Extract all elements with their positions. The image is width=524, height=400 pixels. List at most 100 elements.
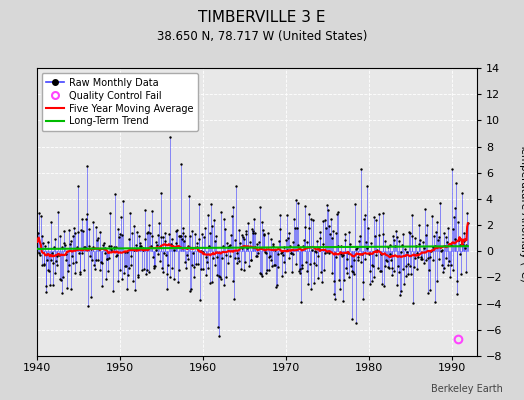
Point (445, 258, 453, 264)
Point (200, 234, 209, 240)
Point (452, 180, 460, 186)
Point (259, 231, 268, 237)
Point (440, 265, 449, 272)
Point (347, 268, 356, 274)
Point (82, 163, 91, 169)
Point (39, 240, 47, 246)
Point (165, 231, 173, 237)
Point (154, 251, 162, 258)
Point (266, 236, 275, 242)
Point (378, 281, 386, 287)
Point (133, 229, 141, 235)
Point (91, 266, 99, 272)
Point (115, 230, 124, 237)
Point (117, 275, 126, 282)
Point (280, 244, 289, 251)
Point (92, 224, 101, 231)
Point (108, 287, 117, 294)
Point (449, 225, 457, 232)
Point (114, 226, 123, 232)
Point (447, 242, 455, 248)
Point (248, 226, 256, 232)
Point (144, 228, 152, 235)
Point (228, 278, 237, 284)
Point (324, 250, 333, 257)
Point (262, 250, 270, 256)
Point (106, 210, 114, 216)
Point (391, 242, 399, 249)
Point (323, 202, 332, 209)
Point (280, 258, 288, 265)
Point (149, 254, 157, 260)
Point (238, 245, 246, 252)
Point (289, 239, 298, 245)
Point (285, 255, 293, 262)
Point (101, 249, 110, 256)
Point (404, 260, 412, 267)
Point (369, 274, 378, 280)
Point (112, 243, 121, 250)
Point (231, 255, 239, 261)
Point (213, 253, 222, 260)
Point (432, 278, 441, 284)
Point (71, 270, 80, 276)
Point (216, 274, 224, 280)
Point (187, 286, 195, 292)
Point (313, 238, 321, 244)
Point (173, 279, 182, 285)
Point (143, 230, 151, 236)
Point (424, 290, 433, 296)
Point (78, 216, 86, 222)
Point (367, 262, 376, 268)
Point (349, 269, 357, 276)
Point (270, 261, 278, 268)
Point (399, 230, 408, 237)
Point (372, 252, 380, 258)
Point (330, 291, 338, 298)
Point (84, 226, 93, 232)
Point (179, 225, 187, 231)
Point (315, 235, 324, 241)
Point (125, 236, 133, 242)
Point (201, 225, 209, 231)
Point (281, 236, 290, 243)
Point (291, 225, 299, 231)
Point (356, 233, 364, 240)
Point (139, 245, 147, 251)
Point (132, 246, 140, 252)
Point (179, 230, 188, 237)
Point (366, 280, 375, 287)
Point (250, 216, 258, 222)
Point (341, 236, 350, 243)
Point (233, 249, 242, 256)
Point (378, 231, 387, 237)
Point (177, 160, 185, 167)
Point (181, 258, 189, 265)
Point (389, 233, 397, 240)
Point (32, 237, 41, 244)
Point (209, 255, 217, 261)
Point (279, 252, 287, 258)
Point (276, 211, 284, 218)
Point (427, 248, 435, 254)
Point (256, 204, 265, 210)
Point (399, 266, 407, 273)
Point (41, 243, 49, 249)
Point (231, 237, 239, 243)
Point (185, 193, 193, 200)
Point (168, 236, 176, 242)
Text: 38.650 N, 78.717 W (United States): 38.650 N, 78.717 W (United States) (157, 30, 367, 43)
Point (71, 229, 79, 236)
Point (369, 262, 377, 269)
Point (375, 232, 384, 238)
Point (87, 294, 95, 301)
Point (288, 269, 296, 276)
Point (170, 247, 178, 253)
Point (64, 262, 73, 268)
Point (441, 243, 449, 250)
Point (189, 250, 197, 256)
Point (69, 232, 78, 239)
Point (269, 243, 278, 249)
Point (377, 268, 386, 274)
Point (414, 254, 422, 260)
